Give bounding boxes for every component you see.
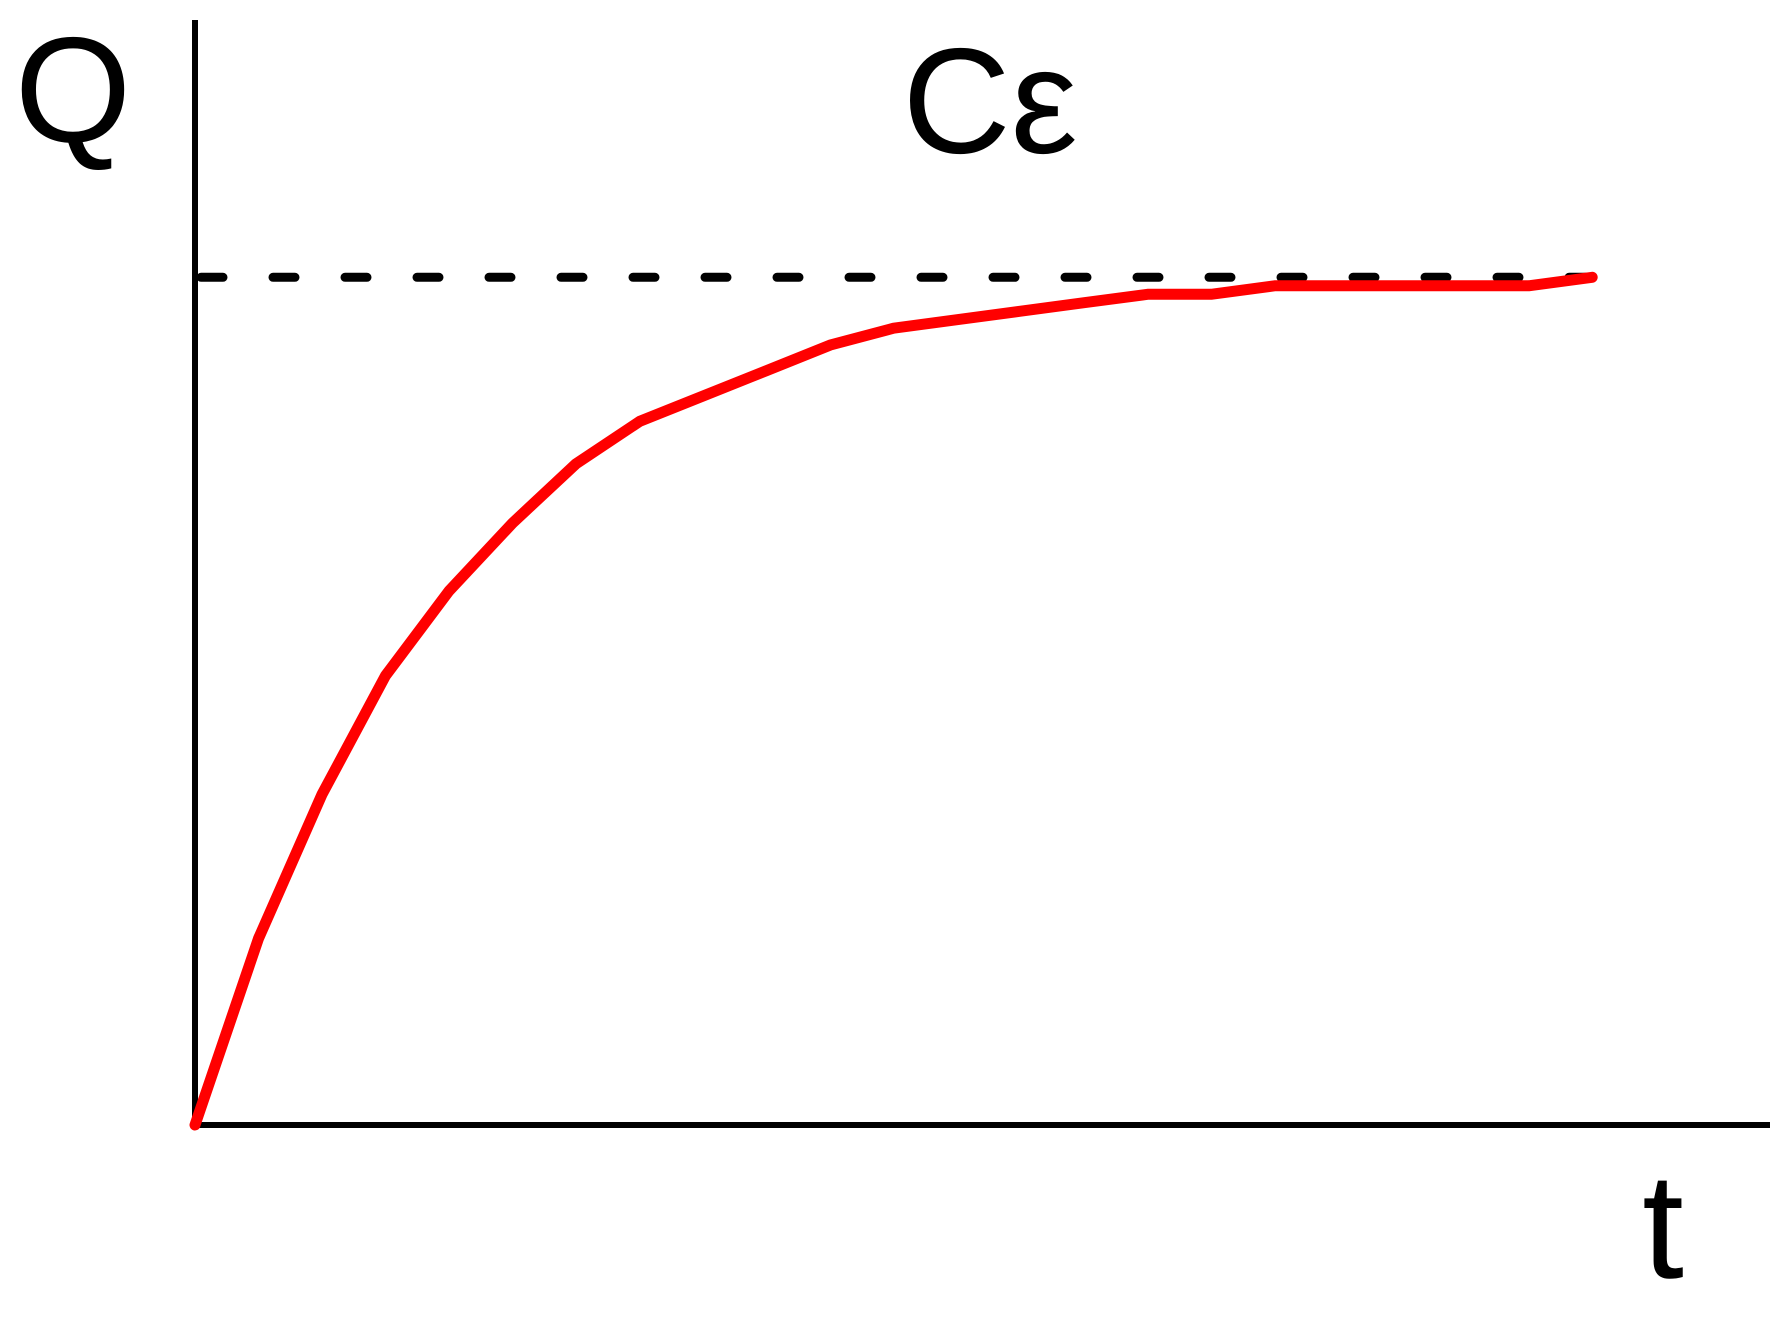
curve	[189, 271, 1598, 1131]
asymptote-label: Cε	[902, 17, 1077, 185]
y-axis-label: Q	[15, 6, 132, 174]
x-axis-label: t	[1642, 1142, 1684, 1310]
